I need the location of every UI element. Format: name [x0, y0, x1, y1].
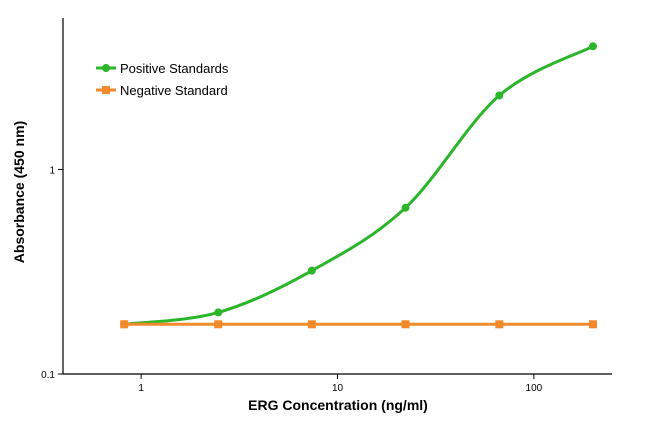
data-point-negative-3 — [401, 320, 410, 329]
legend: Positive Standards Negative Standard — [96, 61, 229, 98]
data-point-positive-3 — [401, 203, 410, 212]
data-point-negative-4 — [495, 320, 504, 329]
data-point-negative-1 — [214, 320, 223, 329]
x-tick-label-1: 10 — [332, 383, 344, 394]
legend-item-positive: Positive Standards — [96, 61, 229, 76]
legend-marker-negative — [102, 86, 110, 94]
y-tick-label-0: 0.1 — [41, 370, 55, 381]
x-tick-label-2: 100 — [526, 383, 543, 394]
data-point-negative-0 — [120, 320, 129, 329]
legend-label-negative: Negative Standard — [120, 83, 228, 98]
data-point-positive-4 — [495, 91, 504, 100]
data-point-positive-1 — [214, 308, 223, 317]
data-point-negative-2 — [307, 320, 316, 329]
x-axis-title: ERG Concentration (ng/ml) — [248, 397, 428, 413]
data-point-positive-2 — [307, 266, 316, 275]
series-group — [120, 42, 597, 329]
data-point-negative-5 — [588, 320, 597, 329]
y-axis-title: Absorbance (450 nm) — [11, 121, 27, 263]
legend-label-positive: Positive Standards — [120, 61, 229, 76]
legend-item-negative: Negative Standard — [96, 83, 228, 98]
x-tick-label-0: 1 — [138, 383, 144, 394]
y-tick-label-1: 1 — [49, 165, 55, 176]
ticks: 1 10 100 0.1 1 — [41, 165, 543, 394]
data-point-positive-5 — [588, 42, 597, 51]
legend-marker-positive — [102, 64, 110, 72]
